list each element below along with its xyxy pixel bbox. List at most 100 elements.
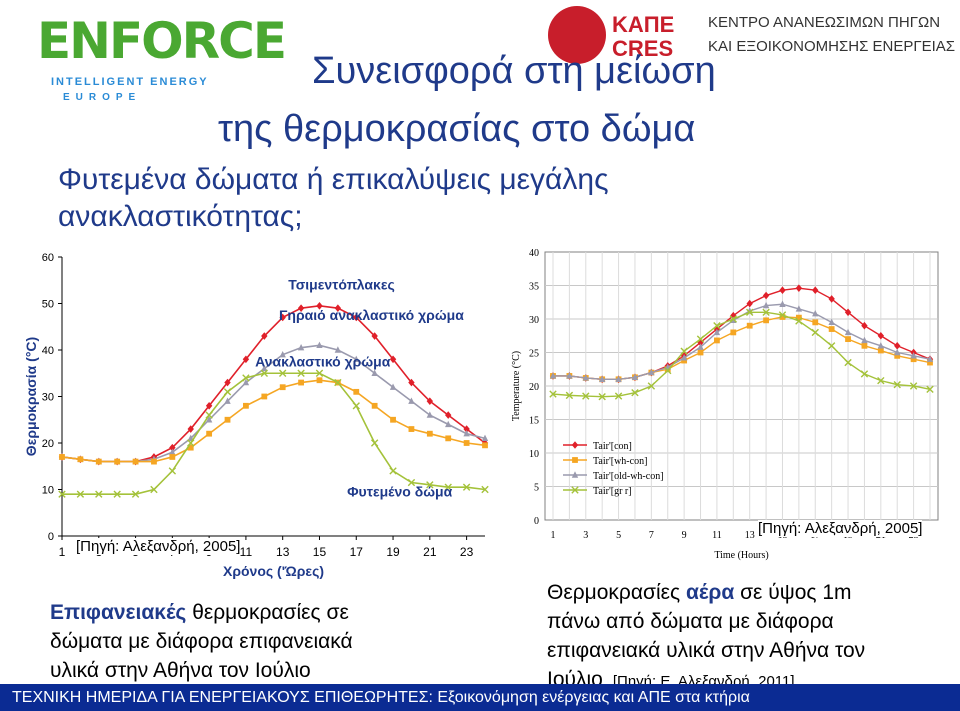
subtitle-line2: ανακλαστικότητας; [58,200,303,233]
data-point [279,384,286,391]
series-label-1: Τσιμεντόπλακες [288,277,395,293]
x-tick-label: 19 [386,545,400,559]
series-line-3 [61,379,486,463]
y-tick-label: 0 [48,531,54,543]
y-axis-label: Temperature (°C) [511,351,522,421]
data-point [389,383,397,390]
data-point [132,458,139,465]
data-point [877,342,885,349]
x-tick-label: 21 [423,545,437,559]
x-tick-label: 11 [240,545,253,559]
data-point [714,337,720,344]
enforce-line1: INTELLIGENT ENERGY [51,76,209,88]
data-point [371,369,378,376]
data-point [926,385,934,394]
y-tick-label: 20 [42,438,54,450]
caption-right-line3: επιφανειακά υλικά στην Αθήνα τον [547,639,866,662]
x-tick-label: 3 [583,530,588,541]
data-point [169,454,176,460]
data-point [894,352,901,359]
data-point [828,326,835,332]
x-tick-label: 23 [460,545,474,559]
data-point [877,347,884,354]
data-point [444,483,452,491]
data-point [352,402,360,410]
data-point [827,342,836,350]
data-point [812,309,819,317]
data-point [861,342,868,349]
y-tick-label: 5 [534,483,539,494]
data-point [242,378,250,386]
data-point [426,411,434,418]
data-point [334,304,342,312]
data-point [565,391,574,400]
data-point [877,376,885,385]
cres-line1: ΚΕΝΤΡΟ ΑΝΑΝΕΩΣΙΜΩΝ ΠΗΓΩΝ [708,14,941,31]
data-point [95,458,102,465]
caption-left-line3: υλικά στην Αθήνα τον Ιούλιο [50,659,311,682]
caption-left-line2: δώματα με διάφορα επιφανειακά [50,630,353,653]
data-point [279,350,286,358]
enforce-logo: ENFORCE INTELLIGENT ENERGY EUROPE [33,10,287,105]
data-point [408,397,415,404]
data-point [371,402,378,409]
data-point [893,380,901,389]
data-point [861,336,868,344]
data-point [445,435,452,442]
y-tick-label: 50 [42,299,54,311]
data-point [426,397,434,405]
x-tick-label: 17 [350,545,364,559]
caption-right-line2: πάνω από δώματα με διάφορα [547,610,834,633]
data-point [910,356,917,363]
caption-right-pre: Θερμοκρασίες [547,581,686,604]
data-point [463,430,470,437]
data-point [206,430,213,437]
data-point [844,328,852,336]
data-point [631,373,639,380]
data-point [261,393,268,400]
x-tick-label: 13 [276,545,290,559]
cres-seal-icon [548,6,606,64]
page-title-line1: Συνεισφορά στη μείωση [312,50,716,92]
x-tick-label: 1 [551,530,556,541]
data-point [150,485,158,494]
data-point [187,439,195,447]
data-point [260,369,268,377]
data-point [426,430,433,437]
y-tick-label: 10 [529,449,539,460]
data-point [812,286,819,294]
data-point [927,359,933,366]
data-point [463,425,470,433]
data-point [598,393,606,401]
data-point [566,372,573,379]
data-point [680,354,688,361]
caption-right: Θερμοκρασίες αέρα σε ύψος 1m πάνω από δώ… [547,578,865,696]
data-point [481,485,489,494]
data-point [151,458,157,465]
data-point [481,434,489,442]
data-point [615,375,622,382]
data-point [297,343,305,351]
y-tick-label: 20 [529,382,539,393]
enforce-line2: EUROPE [63,92,142,103]
data-point [845,336,851,342]
legend-entry-3: Tair'[old-wh-con] [593,471,664,482]
data-point [631,389,639,397]
data-point [582,392,590,400]
x-tick-label: 15 [313,545,327,559]
data-point [390,416,396,423]
caption-right-post: σε ύψος 1m [734,581,852,604]
air-temperature-chart: 05101520253035401357911131517192123Time … [511,248,939,561]
data-point [114,458,121,465]
data-point [462,483,471,491]
subtitle-line1: Φυτεμένα δώματα ή επικαλύψεις μεγάλης [58,163,609,196]
cres-abbr-en: CRES [612,36,674,61]
data-point [298,379,304,386]
data-point [315,369,324,377]
data-point [463,440,470,446]
data-point [169,448,176,455]
data-point [647,382,656,390]
data-point [549,372,557,379]
data-point [909,382,918,390]
data-point [242,374,250,382]
